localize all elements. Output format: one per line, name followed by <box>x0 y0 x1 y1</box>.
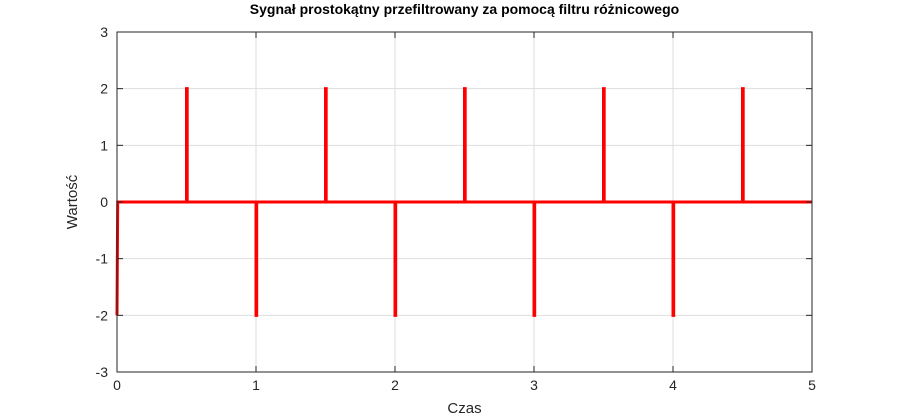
y-tick-label: 1 <box>100 137 108 153</box>
y-axis-label: Wartość <box>64 174 81 229</box>
y-tick-labels: -3 -2 -1 0 1 2 3 <box>96 24 109 380</box>
series-line-0 <box>115 87 812 317</box>
x-tick-labels: 0 1 2 3 4 5 <box>113 377 816 393</box>
x-tick-label: 1 <box>252 377 260 393</box>
y-tick-label: -2 <box>96 307 109 323</box>
x-tick-label: 3 <box>530 377 538 393</box>
y-tick-label: -1 <box>96 251 109 267</box>
x-tick-label: 5 <box>808 377 816 393</box>
chart-title: Sygnał prostokątny przefiltrowany za pom… <box>250 1 679 17</box>
x-tick-label: 2 <box>391 377 399 393</box>
y-tick-label: 3 <box>100 24 108 40</box>
series-layer <box>115 87 812 317</box>
x-tick-label: 0 <box>113 377 121 393</box>
ticks <box>116 31 813 373</box>
x-tick-label: 4 <box>669 377 677 393</box>
y-tick-label: -3 <box>96 364 109 380</box>
y-tick-label: 2 <box>100 81 108 97</box>
x-axis-label: Czas <box>447 400 481 417</box>
y-tick-label: 0 <box>100 194 108 210</box>
